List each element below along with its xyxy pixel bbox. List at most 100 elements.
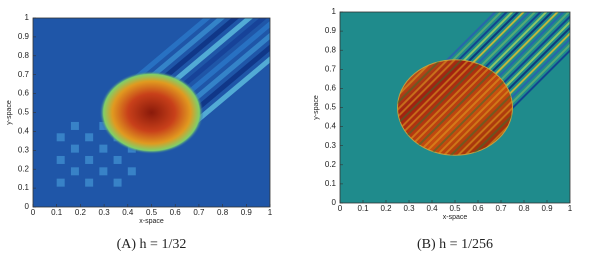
- y-tick-label: 0.1: [325, 179, 337, 188]
- streak: [143, 18, 270, 108]
- stripe: [397, 59, 513, 156]
- streak: [166, 18, 270, 135]
- x-tick-label: 0.6: [170, 208, 182, 217]
- y-tick-label: 0: [25, 202, 30, 211]
- stripe: [405, 59, 513, 156]
- x-tick-label: 0: [31, 208, 36, 217]
- y-tick-label: 0.6: [325, 84, 337, 93]
- x-tick-label: 0.5: [146, 208, 158, 217]
- cell: [70, 121, 79, 130]
- streak: [155, 18, 270, 121]
- cell: [99, 167, 108, 176]
- cell: [127, 167, 136, 176]
- y-tick-label: 0.2: [325, 160, 337, 169]
- streak: [161, 18, 270, 128]
- y-tick-label: 0.4: [18, 127, 30, 136]
- x-tick-label: 0: [338, 204, 343, 213]
- y-tick-label: 1: [332, 7, 337, 16]
- y-tick-label: 0.5: [18, 108, 30, 117]
- cell: [70, 167, 79, 176]
- caption: (B) h = 1/256: [417, 237, 493, 252]
- y-tick-label: 0.3: [325, 141, 337, 150]
- cell: [56, 155, 65, 164]
- x-tick-label: 0.3: [99, 208, 111, 217]
- streak: [426, 12, 570, 81]
- cell: [113, 155, 122, 164]
- streak: [469, 12, 570, 124]
- y-tick-label: 0.8: [325, 45, 337, 54]
- streak: [471, 12, 570, 126]
- x-tick-label: 1: [568, 204, 573, 213]
- x-tick-label: 0.1: [357, 204, 369, 213]
- x-tick-label: 0.7: [193, 208, 205, 217]
- stripe: [397, 59, 513, 156]
- y-tick-label: 0: [332, 198, 337, 207]
- x-tick-label: 0.7: [495, 204, 507, 213]
- x-tick-label: 1: [268, 208, 273, 217]
- streak: [429, 12, 570, 84]
- cell: [56, 133, 65, 142]
- stripe: [397, 59, 513, 156]
- streak: [452, 12, 570, 107]
- stripe: [398, 59, 513, 156]
- cell: [85, 178, 94, 187]
- y-tick-label: 0.3: [18, 145, 30, 154]
- blob: [99, 70, 204, 155]
- stripe: [397, 59, 506, 156]
- y-tick-label: 0.7: [325, 64, 337, 73]
- cell: [99, 144, 108, 153]
- y-tick-label: 0.6: [18, 89, 30, 98]
- stripe: [397, 59, 510, 156]
- streak: [132, 18, 270, 94]
- caption: (A) h = 1/32: [117, 237, 187, 252]
- streak: [455, 12, 570, 109]
- x-axis-label: x-space: [443, 214, 468, 221]
- streak: [138, 18, 270, 101]
- y-tick-label: 0.5: [325, 103, 337, 112]
- y-tick-label: 0.1: [18, 183, 30, 192]
- streak: [172, 18, 270, 142]
- cell: [56, 178, 65, 187]
- streak: [149, 18, 270, 115]
- streak: [463, 12, 570, 118]
- stripe: [397, 59, 513, 156]
- y-tick-label: 0.9: [18, 32, 30, 41]
- streak: [432, 12, 570, 87]
- cell: [85, 155, 94, 164]
- y-axis-label: y-space: [6, 100, 13, 125]
- x-tick-label: 0.6: [472, 204, 484, 213]
- streak: [435, 12, 570, 90]
- streak: [460, 12, 570, 115]
- stripe: [397, 59, 513, 156]
- stripe: [397, 59, 513, 156]
- streak: [446, 12, 570, 101]
- x-tick-label: 0.3: [403, 204, 415, 213]
- streak: [477, 12, 570, 132]
- y-tick-label: 0.8: [18, 51, 30, 60]
- x-axis-label: x-space: [139, 218, 164, 225]
- cell: [113, 178, 122, 187]
- streak: [480, 12, 570, 135]
- x-tick-label: 0.2: [75, 208, 87, 217]
- y-axis-label: y-space: [313, 95, 320, 120]
- y-tick-label: 0.9: [325, 26, 337, 35]
- streak: [457, 12, 570, 112]
- y-tick-label: 0.4: [325, 122, 337, 131]
- streak: [483, 12, 570, 138]
- x-tick-label: 0.8: [518, 204, 530, 213]
- y-tick-label: 0.7: [18, 70, 30, 79]
- x-tick-label: 0.9: [241, 208, 253, 217]
- streak: [474, 12, 570, 129]
- x-tick-label: 0.1: [51, 208, 63, 217]
- stripe: [397, 59, 513, 156]
- streak: [126, 18, 270, 87]
- plot-image: [33, 18, 270, 207]
- streak: [440, 12, 570, 95]
- x-tick-label: 0.5: [449, 204, 461, 213]
- y-tick-label: 1: [25, 13, 30, 22]
- x-tick-label: 0.2: [380, 204, 392, 213]
- x-tick-label: 0.4: [426, 204, 438, 213]
- x-tick-label: 0.4: [122, 208, 134, 217]
